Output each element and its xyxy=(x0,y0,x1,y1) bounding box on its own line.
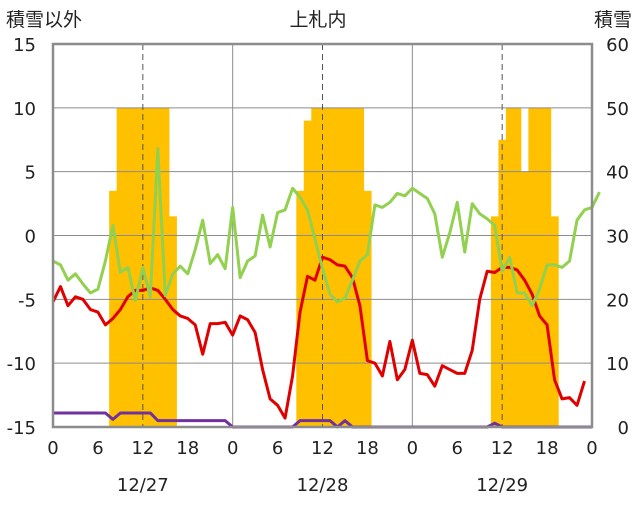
y-right-tick-label: 0 xyxy=(618,418,629,439)
date-label: 12/27 xyxy=(117,475,169,496)
y-left-tick-label: 10 xyxy=(13,99,36,120)
snow-depth-bar xyxy=(311,107,320,427)
snow-depth-bar xyxy=(550,216,559,427)
y-left-tick-label: 15 xyxy=(13,35,36,56)
x-tick-label: 6 xyxy=(452,438,463,459)
y-right-tick-label: 60 xyxy=(606,35,629,56)
x-tick-label: 0 xyxy=(47,438,58,459)
snow-depth-bar xyxy=(333,107,342,427)
y-right-tick-label: 30 xyxy=(606,227,629,248)
x-tick-label: 0 xyxy=(407,438,418,459)
x-tick-label: 0 xyxy=(227,438,238,459)
snow-depth-bar xyxy=(363,190,372,427)
snow-depth-bar xyxy=(161,107,170,427)
snow-depth-bar xyxy=(528,107,537,427)
y-left-axis-label: 積雪以外 xyxy=(6,9,82,31)
y-left-tick-label: -15 xyxy=(7,418,36,439)
snow-depth-bar xyxy=(109,190,118,427)
x-tick-label: 6 xyxy=(92,438,103,459)
chart-title: 上札内 xyxy=(289,9,346,31)
x-tick-label: 6 xyxy=(272,438,283,459)
series-line xyxy=(51,255,586,420)
snow-depth-bar xyxy=(154,107,162,427)
snow-depth-bar xyxy=(326,107,335,427)
date-label: 12/28 xyxy=(297,475,349,496)
x-tick-label: 12 xyxy=(491,438,514,459)
date-label: 12/29 xyxy=(476,475,528,496)
y-right-axis-label: 積雪 xyxy=(594,9,632,31)
x-tick-label: 12 xyxy=(311,438,334,459)
snow-depth-bar xyxy=(498,139,507,427)
snow-depth-bar xyxy=(356,107,365,427)
y-right-tick-label: 10 xyxy=(606,354,629,375)
snow-depth-bar xyxy=(348,107,357,427)
snow-depth-bar xyxy=(169,216,177,427)
x-tick-label: 18 xyxy=(356,438,379,459)
y-left-tick-label: 0 xyxy=(25,227,36,248)
series-line xyxy=(52,147,601,308)
x-tick-label: 12 xyxy=(131,438,154,459)
y-right-tick-label: 20 xyxy=(606,290,629,311)
y-left-tick-label: -5 xyxy=(18,290,36,311)
x-tick-label: 18 xyxy=(536,438,559,459)
y-right-tick-label: 40 xyxy=(606,163,629,184)
x-tick-label: 0 xyxy=(586,438,597,459)
snow-depth-bar xyxy=(490,216,499,427)
y-left-tick-label: -10 xyxy=(7,354,36,375)
y-right-tick-label: 50 xyxy=(606,99,629,120)
x-tick-label: 18 xyxy=(176,438,199,459)
y-left-tick-label: 5 xyxy=(25,163,36,184)
snow-depth-bar xyxy=(535,107,544,427)
plot-frame xyxy=(51,42,594,429)
snow-depth-bar xyxy=(131,107,140,427)
snow-depth-bar xyxy=(303,120,312,427)
snow-depth-bar xyxy=(513,107,522,427)
